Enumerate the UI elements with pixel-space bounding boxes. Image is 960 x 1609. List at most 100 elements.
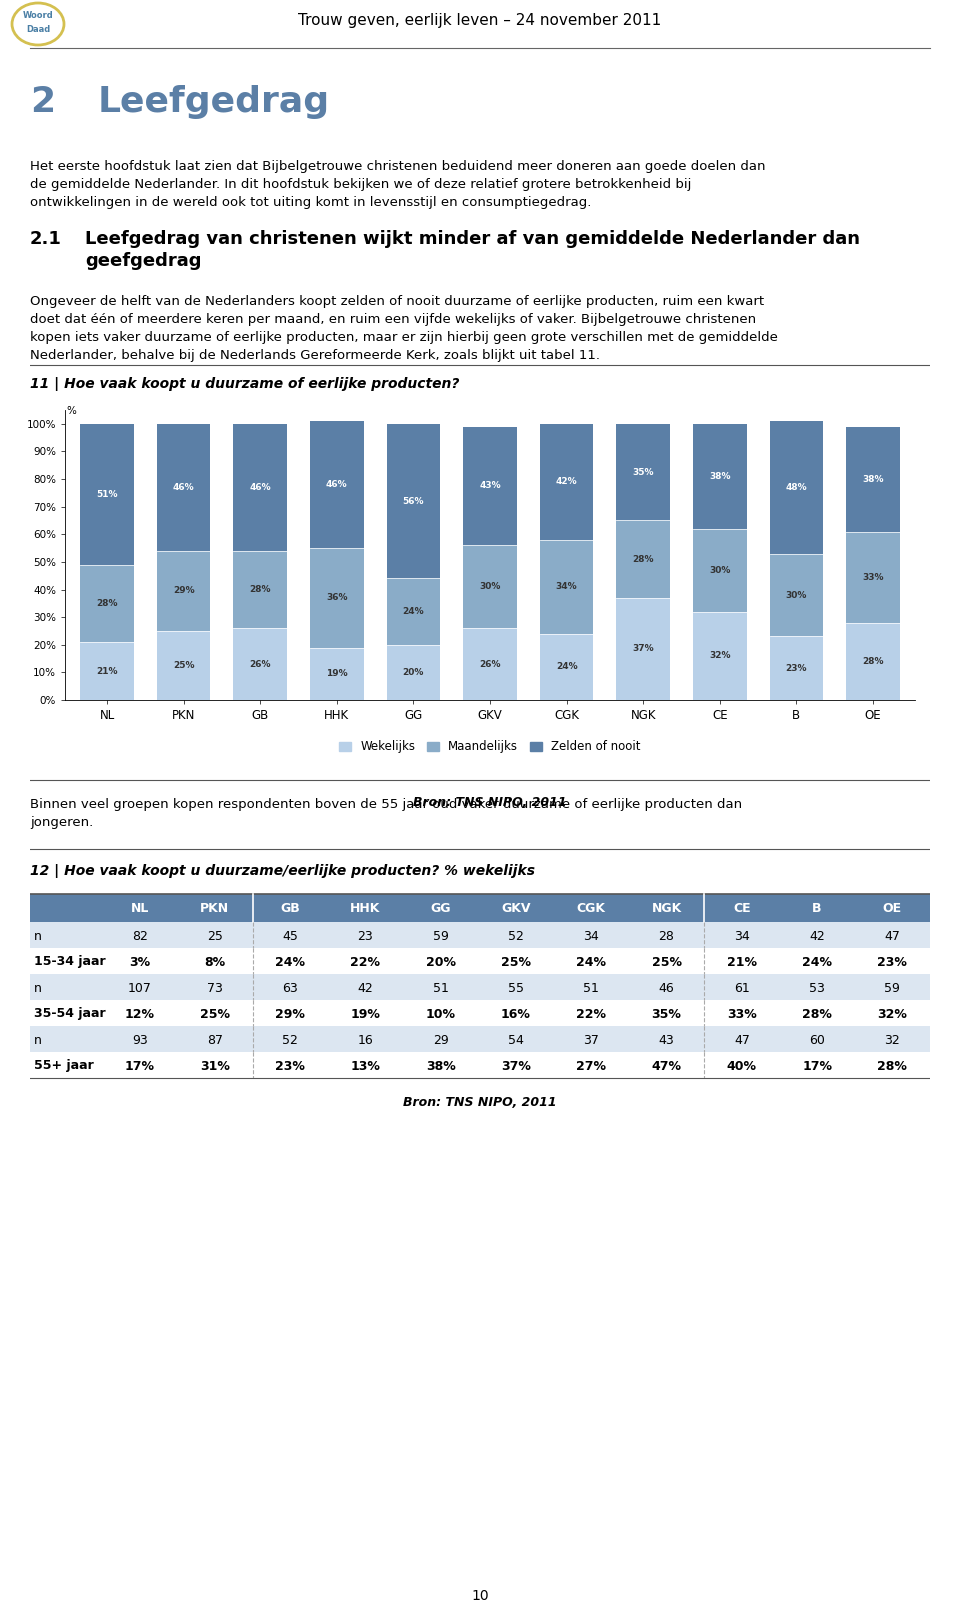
Bar [463, 545, 516, 628]
Text: 28%: 28% [803, 1007, 832, 1020]
Text: 27%: 27% [576, 1059, 607, 1073]
Text: %: % [66, 405, 77, 415]
Text: 8%: 8% [204, 956, 226, 969]
Text: 73: 73 [207, 981, 223, 994]
Text: 23%: 23% [276, 1059, 305, 1073]
Bar [387, 423, 441, 579]
Text: 43: 43 [659, 1033, 675, 1046]
Text: 47: 47 [733, 1033, 750, 1046]
Text: 22%: 22% [350, 956, 380, 969]
Bar [310, 422, 364, 549]
Text: 48%: 48% [785, 483, 807, 492]
Bar [770, 553, 823, 637]
Text: 16: 16 [357, 1033, 373, 1046]
Text: 56%: 56% [402, 497, 424, 505]
Text: NGK: NGK [652, 903, 682, 916]
Bar [693, 611, 747, 700]
Text: 46%: 46% [173, 483, 195, 492]
Text: kopen iets vaker duurzame of eerlijke producten, maar er zijn hierbij geen grote: kopen iets vaker duurzame of eerlijke pr… [30, 331, 778, 344]
Bar [233, 550, 287, 628]
Text: 28%: 28% [862, 656, 883, 666]
Text: 30%: 30% [709, 566, 731, 574]
Text: 37%: 37% [501, 1059, 531, 1073]
Bar [693, 423, 747, 529]
Text: 26%: 26% [250, 660, 271, 669]
Text: 16%: 16% [501, 1007, 531, 1020]
Text: GG: GG [430, 903, 451, 916]
Text: n: n [34, 1033, 42, 1046]
Text: 43%: 43% [479, 481, 501, 491]
Text: 29: 29 [433, 1033, 448, 1046]
Text: 42: 42 [809, 930, 825, 943]
Text: 46%: 46% [326, 479, 348, 489]
Bar [156, 550, 210, 631]
Bar [846, 426, 900, 531]
Text: 24%: 24% [803, 956, 832, 969]
Text: 17%: 17% [125, 1059, 155, 1073]
Text: 19%: 19% [350, 1007, 380, 1020]
Text: 38%: 38% [426, 1059, 456, 1073]
Text: Binnen veel groepen kopen respondenten boven de 55 jaar oud vaker duurzame of ee: Binnen veel groepen kopen respondenten b… [30, 798, 742, 811]
Text: 60: 60 [809, 1033, 825, 1046]
Text: GB: GB [280, 903, 300, 916]
Text: 34: 34 [734, 930, 750, 943]
Text: 21%: 21% [96, 666, 118, 676]
Text: 25%: 25% [501, 956, 531, 969]
Text: 87: 87 [207, 1033, 223, 1046]
Text: CE: CE [733, 903, 751, 916]
Text: 35%: 35% [652, 1007, 682, 1020]
Text: ontwikkelingen in de wereld ook tot uiting komt in levensstijl en consumptiegedr: ontwikkelingen in de wereld ook tot uiti… [30, 196, 591, 209]
Text: 46%: 46% [250, 483, 271, 492]
Text: 12 | Hoe vaak koopt u duurzame/eerlijke producten? % wekelijks: 12 | Hoe vaak koopt u duurzame/eerlijke … [30, 864, 535, 879]
Bar [233, 628, 287, 700]
Bar [616, 423, 670, 520]
Text: 11 | Hoe vaak koopt u duurzame of eerlijke producten?: 11 | Hoe vaak koopt u duurzame of eerlij… [30, 377, 460, 391]
Text: 37: 37 [584, 1033, 599, 1046]
Text: 47: 47 [884, 930, 900, 943]
Bar [30, 948, 930, 973]
Text: 29%: 29% [173, 586, 195, 595]
Text: 23: 23 [357, 930, 373, 943]
Text: GKV: GKV [501, 903, 531, 916]
Text: 53: 53 [809, 981, 825, 994]
Legend: Wekelijks, Maandelijks, Zelden of nooit: Wekelijks, Maandelijks, Zelden of nooit [334, 735, 646, 758]
Text: jongeren.: jongeren. [30, 816, 93, 829]
Text: 24%: 24% [276, 956, 305, 969]
Text: 28%: 28% [877, 1059, 907, 1073]
Text: Nederlander, behalve bij de Nederlands Gereformeerde Kerk, zoals blijkt uit tabe: Nederlander, behalve bij de Nederlands G… [30, 349, 600, 362]
Text: 34%: 34% [556, 582, 577, 591]
Text: 30%: 30% [479, 582, 501, 591]
Text: 25%: 25% [200, 1007, 229, 1020]
Text: 47%: 47% [652, 1059, 682, 1073]
Text: 33%: 33% [862, 573, 883, 581]
Text: 23%: 23% [877, 956, 907, 969]
Text: 51: 51 [433, 981, 448, 994]
Text: 45: 45 [282, 930, 299, 943]
Text: 22%: 22% [576, 1007, 607, 1020]
Text: 42%: 42% [556, 478, 577, 486]
Text: 25%: 25% [173, 661, 195, 669]
Bar [30, 895, 930, 922]
Text: 51%: 51% [96, 489, 118, 499]
Bar [30, 922, 930, 948]
Bar [81, 642, 133, 700]
Text: NL: NL [131, 903, 149, 916]
Bar [616, 599, 670, 700]
Bar [463, 628, 516, 700]
Text: 15-34 jaar: 15-34 jaar [34, 956, 106, 969]
Bar [540, 539, 593, 634]
Text: 42: 42 [357, 981, 373, 994]
Text: 2: 2 [30, 85, 55, 119]
Bar [693, 529, 747, 611]
Text: 10%: 10% [425, 1007, 456, 1020]
Bar [310, 647, 364, 700]
Text: 40%: 40% [727, 1059, 756, 1073]
Text: 93: 93 [132, 1033, 148, 1046]
Text: 52: 52 [282, 1033, 299, 1046]
Bar [310, 549, 364, 647]
Text: 29%: 29% [276, 1007, 305, 1020]
Bar [81, 423, 133, 565]
Text: 32: 32 [884, 1033, 900, 1046]
Text: 25: 25 [207, 930, 223, 943]
Text: 59: 59 [884, 981, 900, 994]
